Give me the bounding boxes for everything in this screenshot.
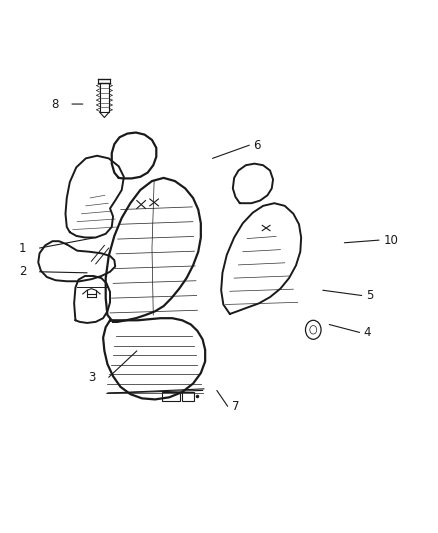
Bar <box>182 392 194 401</box>
Text: 3: 3 <box>88 371 96 384</box>
Text: 1: 1 <box>19 241 27 255</box>
Text: 7: 7 <box>232 400 240 413</box>
Text: 10: 10 <box>383 233 398 247</box>
Text: 6: 6 <box>254 139 261 152</box>
Text: 5: 5 <box>366 289 374 302</box>
Text: 2: 2 <box>19 265 27 278</box>
Bar <box>162 392 180 401</box>
Text: 8: 8 <box>52 98 59 110</box>
Text: 4: 4 <box>364 326 371 339</box>
